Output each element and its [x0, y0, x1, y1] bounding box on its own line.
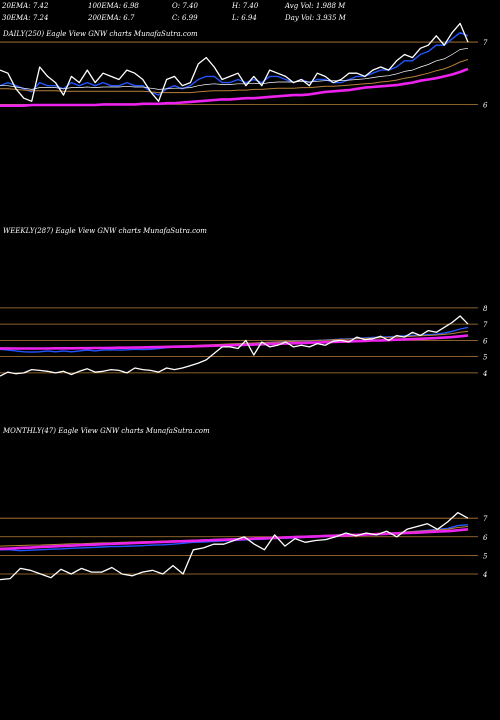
monthly-series-price: [0, 511, 469, 581]
daily-series-ema-slow: [0, 59, 469, 94]
header-low: L: 6.94: [232, 14, 257, 22]
header-avg-vol: Avg Vol: 1.988 M: [285, 2, 346, 10]
monthly-series-ema-pink: [0, 528, 469, 551]
weekly-ytick-label: 8: [483, 305, 488, 313]
daily-panel-title: DAILY(250) Eagle View GNW charts MunafaS…: [2, 30, 198, 38]
header-close: C: 6.99: [172, 14, 198, 22]
monthly-ytick-label: 5: [483, 552, 488, 560]
header-high: H: 7.40: [232, 2, 259, 10]
header-day-vol: Day Vol: 3.935 M: [285, 14, 346, 22]
weekly-panel-title: WEEKLY(287) Eagle View GNW charts Munafa…: [3, 227, 207, 235]
daily-ytick-label: 6: [483, 101, 488, 109]
header-open: O: 7.40: [172, 2, 198, 10]
monthly-ytick-label: 4: [482, 571, 487, 579]
weekly-ytick-label: 7: [483, 321, 488, 329]
monthly-ytick-label: 6: [483, 534, 488, 542]
header-20ema: 20EMA: 7.42: [2, 2, 49, 10]
weekly-ytick-label: 6: [483, 337, 488, 345]
daily-ytick-label: 7: [483, 39, 488, 47]
weekly-ytick-label: 5: [483, 354, 488, 362]
header-30ema: 30EMA: 7.24: [2, 14, 49, 22]
weekly-series-price: [0, 315, 469, 377]
daily-series-ema-fast: [0, 32, 469, 96]
monthly-ytick-label: 7: [483, 515, 488, 523]
header-200ema: 200EMA: 6.7: [88, 14, 135, 22]
daily-series-ema-pink: [0, 67, 469, 107]
weekly-ytick-label: 4: [482, 370, 487, 378]
header-100ema: 100EMA: 6.98: [88, 2, 139, 10]
daily-series-ema-mid: [0, 47, 469, 90]
monthly-panel-title: MONTHLY(47) Eagle View GNW charts Munafa…: [2, 427, 210, 435]
daily-series-price: [0, 22, 469, 102]
